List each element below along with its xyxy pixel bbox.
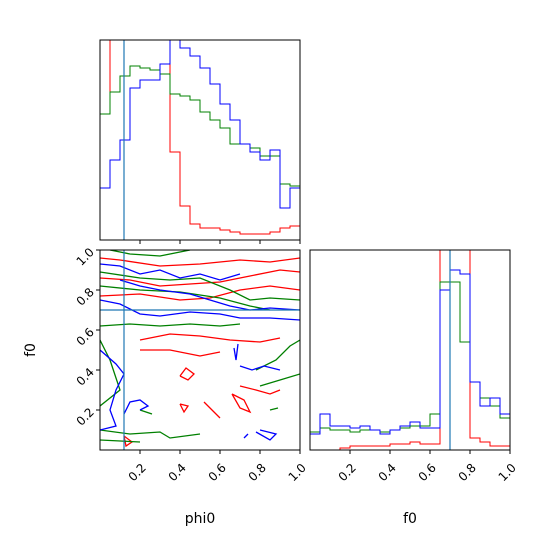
contour-x-tick-label: 0.4: [166, 461, 189, 484]
contour-phi0-f0-panel: 0.2 0.4 0.6 0.8 1.0 0.2 0.4 0.6 0.8 1.0: [74, 245, 309, 484]
hist-f0-blue-step: [310, 269, 510, 435]
histogram-phi0-frame: [99, 39, 301, 241]
contour-blue: [255, 429, 278, 441]
hist-f0-x-tick-label: 0.8: [456, 461, 479, 484]
contour-green: [255, 339, 300, 371]
histogram-phi0-series: [100, 40, 300, 240]
contour-y-tick-label: 0.2: [74, 405, 97, 428]
contour-x-tick-label: 0.8: [246, 461, 269, 484]
contour-green: [109, 250, 191, 257]
contour-lines: [100, 250, 300, 450]
contour-y-tick-label: 0.6: [74, 325, 97, 348]
histogram-f0-panel: 0.2 0.4 0.6 0.8 1.0: [309, 249, 519, 484]
contour-blue: [100, 263, 241, 281]
contour-blue: [123, 399, 150, 415]
contour-red: [100, 269, 300, 287]
contour-green: [100, 285, 271, 311]
contour-y-tick-label: 0.8: [74, 285, 97, 308]
hist-f0-x-tick-label: 0.2: [336, 461, 359, 484]
contour-red: [203, 401, 221, 419]
contour-green: [100, 339, 121, 407]
x-axis-label-phi0: phi0: [185, 511, 216, 527]
hist-f0-x-tick-label: 0.6: [416, 461, 439, 484]
histogram-f0-series: [310, 250, 510, 450]
contour-frame: [99, 249, 301, 451]
hist-f0-x-tick-label: 0.4: [376, 461, 399, 484]
contour-green: [100, 323, 241, 327]
y-axis-label-f0: f0: [23, 343, 39, 357]
contour-green: [259, 373, 300, 387]
contour-red: [179, 403, 190, 414]
contour-red: [179, 367, 195, 381]
hist-f0-green-step: [310, 281, 510, 433]
contour-green: [269, 407, 279, 411]
contour-red: [239, 385, 281, 395]
hist-f0-x-tick-label: 1.0: [496, 461, 519, 484]
contour-green: [100, 271, 300, 301]
contour-blue: [239, 365, 281, 371]
contour-y-tick-label: 1.0: [74, 245, 97, 268]
contour-x-tick-label: 0.6: [206, 461, 229, 484]
histogram-f0-frame: [309, 249, 511, 451]
histogram-phi0-panel: [99, 39, 301, 244]
contour-blue: [243, 433, 249, 439]
contour-x-tick-label: 0.2: [126, 461, 149, 484]
contour-red: [100, 285, 300, 301]
hist-f0-red-step: [310, 250, 510, 450]
contour-green: [100, 439, 141, 443]
hist-phi0-red-step: [100, 40, 300, 235]
contour-green: [100, 429, 201, 439]
axis-labels: phi0 f0 f0: [23, 343, 417, 527]
contour-blue: [233, 343, 239, 361]
contour-red: [140, 349, 221, 357]
contour-blue: [119, 279, 300, 311]
contour-y-tick-label: 0.4: [74, 365, 97, 388]
contour-green: [139, 409, 153, 415]
contour-red: [100, 257, 300, 267]
contour-blue: [100, 299, 300, 321]
contour-red: [139, 333, 281, 343]
contour-blue: [100, 349, 125, 431]
x-axis-label-f0: f0: [403, 511, 417, 527]
contour-x-tick-label: 1.0: [286, 461, 309, 484]
hist-phi0-blue-step: [100, 40, 300, 209]
contour-red: [231, 393, 252, 414]
